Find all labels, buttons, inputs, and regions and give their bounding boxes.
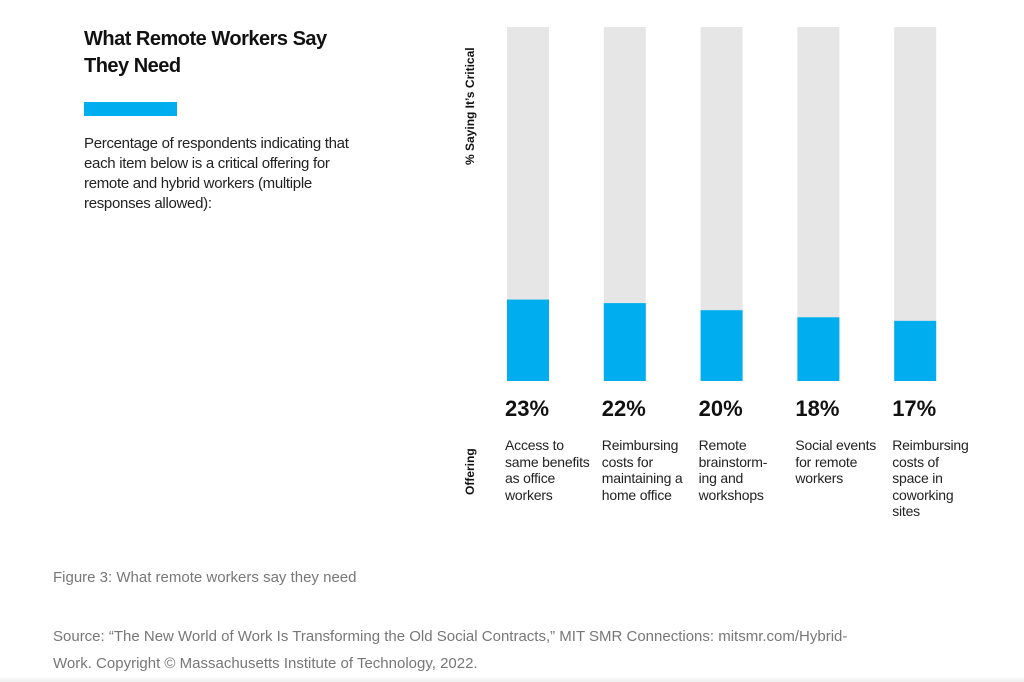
bar [700,310,743,381]
value-label: 20% [698,396,743,421]
y-axis-label: % Saying It’s Critical [463,47,477,165]
caption: Figure 3: What remote workers say they n… [53,569,357,586]
chart-title: What Remote Workers Say They Need [84,28,327,77]
footer-shade [0,676,1024,682]
bar [507,299,549,381]
value-label: 22% [601,396,646,421]
bar [797,317,840,381]
category-label: Access to same benefits as office worker… [505,437,590,503]
chart-subtitle: Percentage of respondents indicating tha… [84,135,349,212]
x-axis-label: Offering [463,448,477,495]
bar [603,303,646,381]
category-label: Reimbursing costs of space in coworking … [892,437,969,519]
bar [894,320,937,381]
value-label: 23% [505,396,550,421]
category-label: Remote brainstorm-ing and workshops [698,437,768,503]
accent-bar [84,102,177,116]
value-label: 17% [892,396,937,421]
category-label: Reimbursing costs for maintaining a home… [601,437,683,503]
value-label: 18% [795,396,840,421]
source: Source: “The New World of Work Is Transf… [53,628,848,672]
category-label: Social events for remote workers [795,437,877,486]
